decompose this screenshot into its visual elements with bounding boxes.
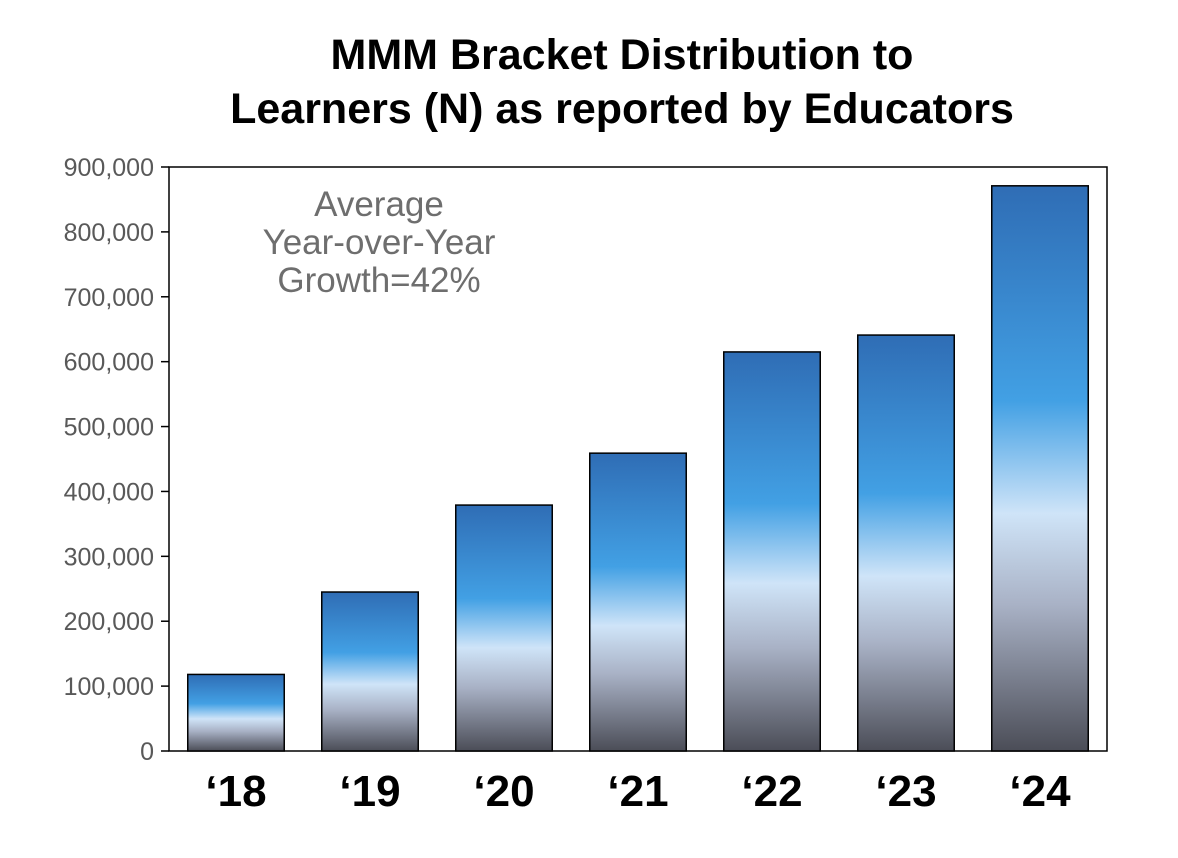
y-tick-label: 700,000	[64, 284, 154, 312]
bar	[991, 185, 1089, 752]
y-tick-label: 600,000	[64, 349, 154, 377]
y-axis: 0 100,000 200,000 300,000 400,000 500,000 600,…	[64, 154, 169, 766]
y-tick-label: 900,000	[64, 154, 154, 182]
x-tick-label: ‘24	[1009, 767, 1071, 816]
y-tick-label: 500,000	[64, 414, 154, 442]
x-tick-label: ‘20	[473, 767, 534, 816]
chart-title-line-1: MMM Bracket Distribution to	[330, 31, 914, 79]
bar-series	[187, 185, 1089, 752]
x-tick-label: ‘18	[205, 767, 266, 816]
y-tick-label: 800,000	[64, 219, 154, 247]
bar	[723, 351, 821, 752]
y-tick-label: 200,000	[64, 608, 154, 636]
x-axis: ‘18 ‘19 ‘20 ‘21 ‘22 ‘23 ‘24	[205, 767, 1071, 816]
y-tick-label: 400,000	[64, 478, 154, 506]
y-tick-label: 0	[140, 738, 154, 766]
annotation-line: Growth=42%	[277, 261, 480, 300]
x-tick-label: ‘19	[339, 767, 400, 816]
x-tick-label: ‘21	[607, 767, 668, 816]
annotation-line: Year-over-Year	[263, 223, 496, 262]
bar	[589, 452, 687, 752]
chart-title: MMM Bracket Distribution to Learners (N)…	[0, 28, 1178, 136]
annotation-line: Average	[314, 185, 444, 224]
x-tick-label: ‘23	[875, 767, 936, 816]
y-tick-label: 100,000	[64, 673, 154, 701]
bar	[187, 673, 285, 752]
bar	[321, 591, 419, 752]
bar	[857, 334, 955, 752]
chart-title-line-2: Learners (N) as reported by Educators	[230, 85, 1014, 133]
y-tick-label: 300,000	[64, 543, 154, 571]
bar	[455, 504, 553, 752]
x-tick-label: ‘22	[741, 767, 802, 816]
